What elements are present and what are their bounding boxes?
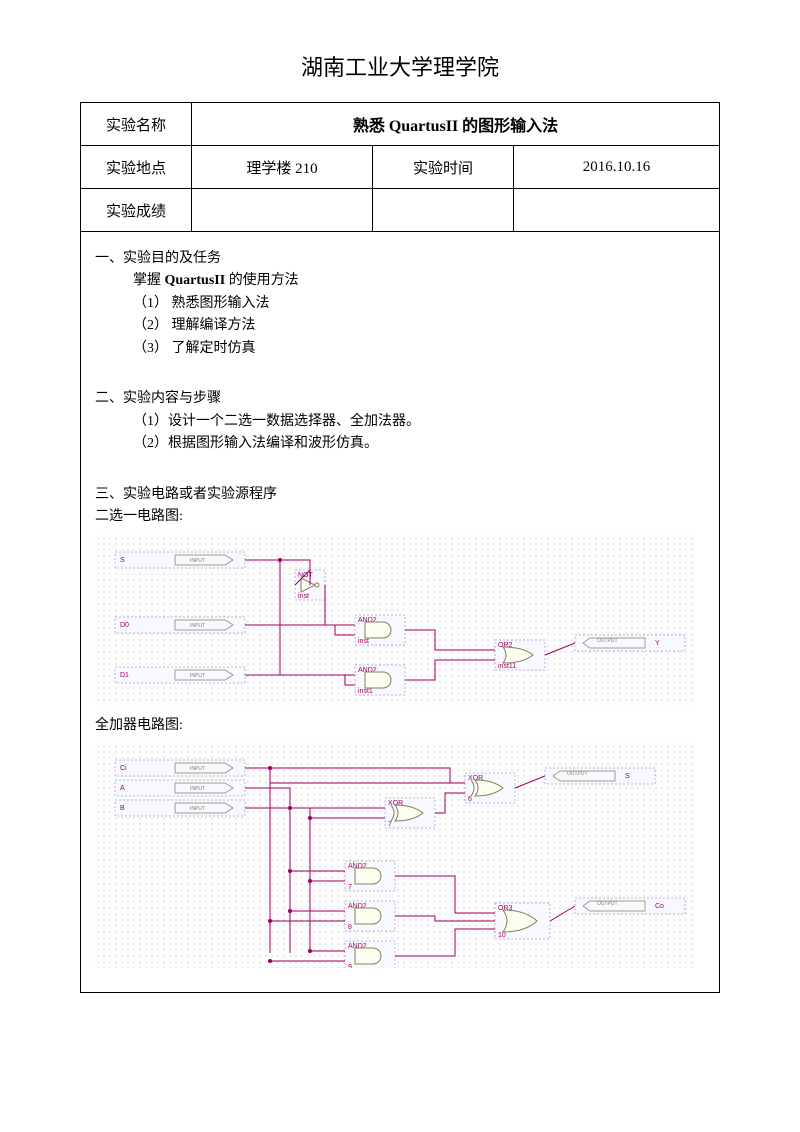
mux-diagram: SINPUTD0INPUTD1INPUTNOTinstAND2instAND2i…: [95, 535, 705, 705]
svg-text:INPUT: INPUT: [190, 673, 205, 679]
svg-text:Co: Co: [655, 903, 664, 910]
svg-text:D1: D1: [120, 672, 129, 679]
svg-text:OUTPUT: OUTPUT: [567, 771, 588, 777]
header-table: 实验名称 熟悉 QuartusII 的图形输入法 实验地点 理学楼 210 实验…: [80, 102, 720, 232]
empty-cell: [373, 189, 514, 232]
s1-line0-prefix: 掌握: [133, 273, 165, 288]
svg-text:NOT: NOT: [298, 572, 314, 579]
svg-text:inst1: inst1: [358, 688, 373, 695]
s1-line0-suffix: 的使用方法: [225, 273, 299, 288]
svg-text:inst11: inst11: [498, 663, 516, 670]
svg-text:INPUT: INPUT: [190, 623, 205, 629]
svg-text:8: 8: [348, 924, 352, 931]
svg-text:10: 10: [498, 932, 506, 939]
svg-text:inst: inst: [298, 593, 309, 600]
score-label: 实验成绩: [81, 189, 192, 232]
empty-cell: [514, 189, 720, 232]
svg-text:INPUT: INPUT: [190, 766, 205, 772]
time-value: 2016.10.16: [514, 146, 720, 189]
section1-head: 一、实验目的及任务: [95, 248, 705, 270]
svg-text:inst: inst: [358, 638, 369, 645]
s1-item3: （3） 了解定时仿真: [95, 338, 705, 360]
page-title: 湖南工业大学理学院: [80, 50, 720, 82]
s2-item2: （2）根据图形输入法编译和波形仿真。: [95, 433, 705, 455]
svg-text:S: S: [120, 557, 125, 564]
section2-head: 二、实验内容与步骤: [95, 388, 705, 410]
svg-text:INPUT: INPUT: [190, 806, 205, 812]
s1-item2: （2） 理解编译方法: [95, 315, 705, 337]
mux-caption: 二选一电路图:: [95, 506, 705, 528]
svg-text:7: 7: [348, 884, 352, 891]
adder-caption: 全加器电路图:: [95, 715, 705, 737]
svg-text:OUTPUT: OUTPUT: [597, 901, 618, 907]
svg-text:6: 6: [468, 796, 472, 803]
svg-text:B: B: [120, 805, 125, 812]
svg-text:Ci: Ci: [120, 765, 127, 772]
svg-text:INPUT: INPUT: [190, 786, 205, 792]
s2-item1: （1）设计一个二选一数据选择器、全加法器。: [95, 411, 705, 433]
name-label: 实验名称: [81, 103, 192, 146]
svg-text:Y: Y: [655, 640, 660, 647]
adder-diagram: CiINPUTAINPUTBINPUTXOR7XOR6AND27AND28AND…: [95, 743, 705, 968]
section3-head: 三、实验电路或者实验源程序: [95, 484, 705, 506]
place-value: 理学楼 210: [192, 146, 373, 189]
svg-text:S: S: [625, 773, 630, 780]
svg-text:9: 9: [348, 964, 352, 968]
svg-text:D0: D0: [120, 622, 129, 629]
time-label: 实验时间: [373, 146, 514, 189]
svg-text:OUTPUT: OUTPUT: [597, 638, 618, 644]
score-value: [192, 189, 373, 232]
content-box: 一、实验目的及任务 掌握 QuartusII 的使用方法 （1） 熟悉图形输入法…: [80, 232, 720, 993]
svg-text:7: 7: [388, 821, 392, 828]
s1-item1: （1） 熟悉图形输入法: [95, 293, 705, 315]
section1-intro: 掌握 QuartusII 的使用方法: [95, 270, 705, 292]
svg-text:A: A: [120, 785, 125, 792]
s1-line0-bold: QuartusII: [165, 273, 226, 288]
place-label: 实验地点: [81, 146, 192, 189]
svg-text:INPUT: INPUT: [190, 558, 205, 564]
experiment-name: 熟悉 QuartusII 的图形输入法: [192, 103, 720, 146]
